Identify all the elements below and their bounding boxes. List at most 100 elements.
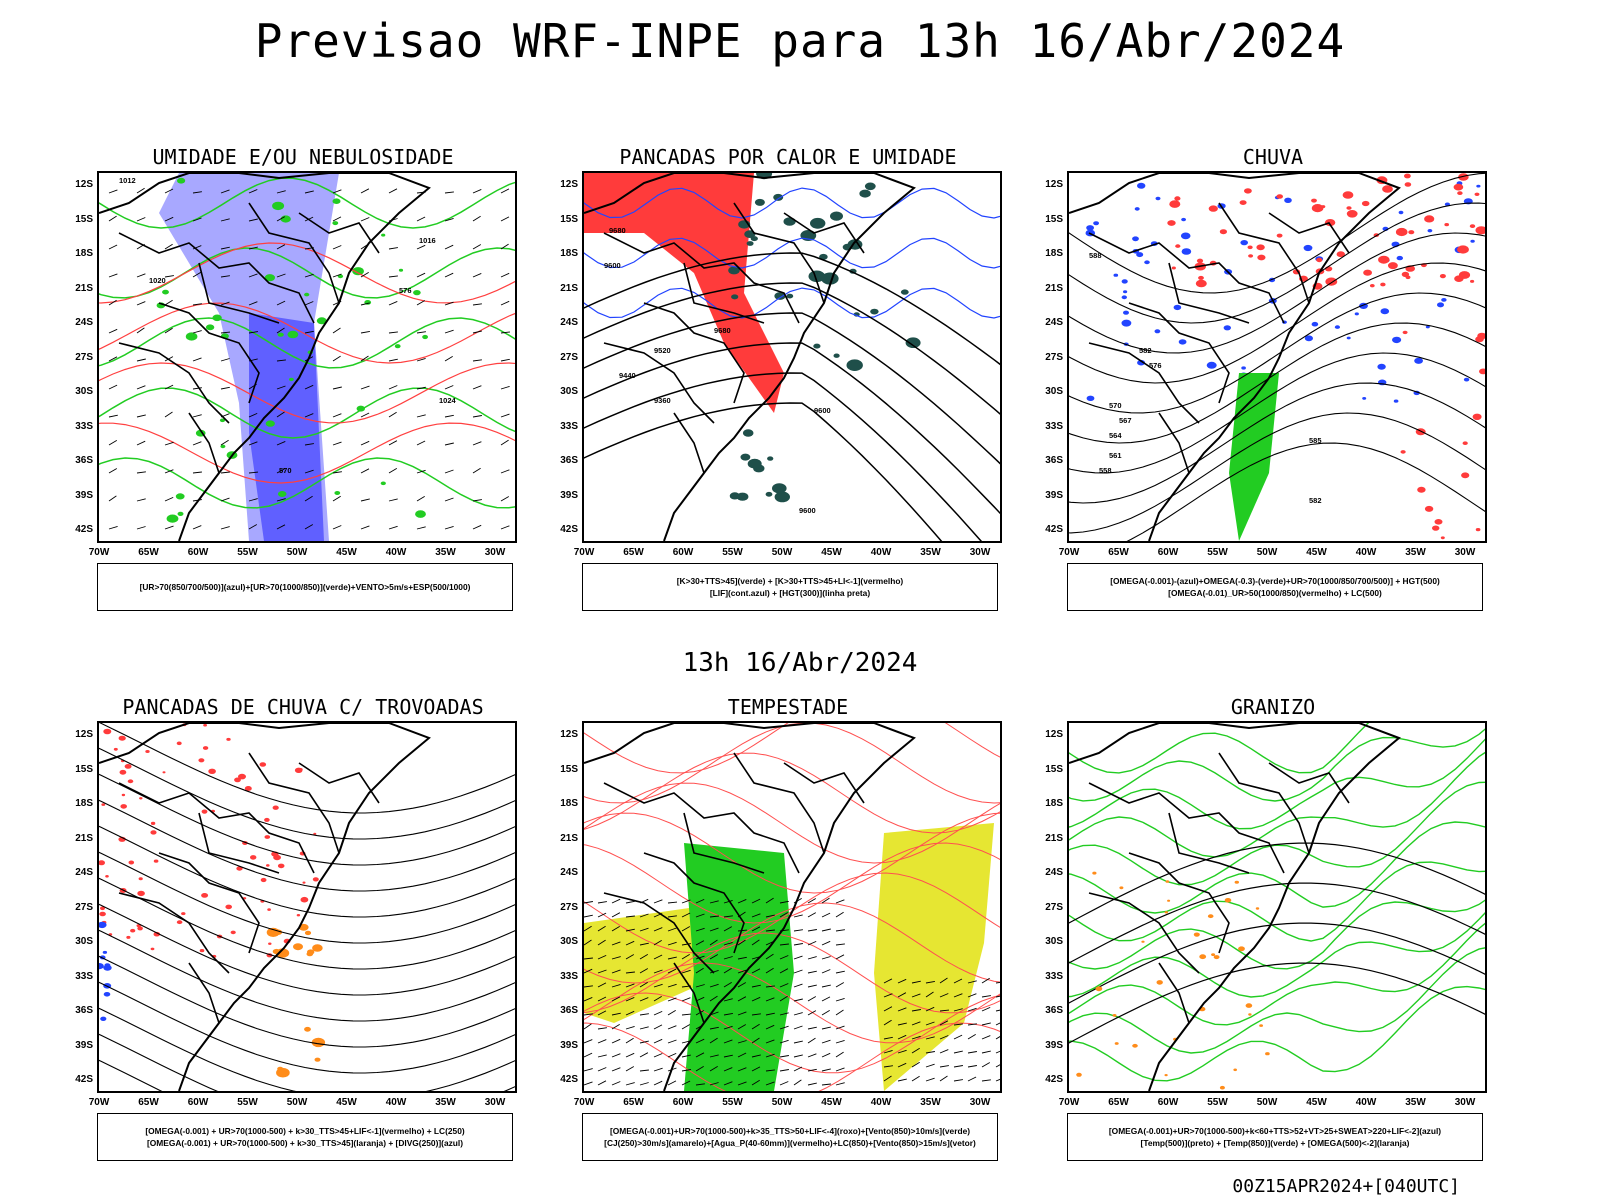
red-thunder-cell: [238, 773, 246, 780]
contour-label: 558: [1099, 466, 1112, 475]
temp500-black-contour: [1069, 962, 1485, 1044]
wind-vector: [597, 1067, 607, 1072]
wind-vector: [639, 913, 649, 918]
blue-omega-cell: [1392, 336, 1402, 344]
wind-vector: [625, 954, 635, 960]
lon-tick-label: 35W: [920, 1097, 941, 1108]
wind-vector: [821, 956, 831, 960]
wind-vector: [192, 357, 202, 362]
wind-vector: [835, 997, 845, 1002]
wind-vector: [653, 983, 663, 988]
country-border: [1218, 202, 1310, 304]
wind-vector: [653, 1010, 663, 1016]
wind-vector: [611, 969, 621, 974]
lon-tick-label: 55W: [722, 547, 743, 558]
wind-vector: [667, 1039, 677, 1044]
red-thunder-cell: [137, 926, 143, 931]
wind-vector: [723, 915, 733, 918]
wind-vector: [164, 441, 174, 446]
temp850-green-contour: [1069, 922, 1485, 1026]
wind-vector: [220, 386, 230, 390]
wind-vector: [136, 187, 145, 194]
country-border: [783, 212, 865, 254]
wind-vector: [793, 1079, 802, 1086]
panel-title: GRANIZO: [1230, 695, 1316, 719]
red-rain-cell: [1361, 200, 1370, 207]
wind-vector: [388, 331, 398, 334]
wind-vector: [584, 925, 592, 932]
green-humidity-cell: [277, 332, 284, 337]
wind-vector: [248, 412, 258, 418]
jet-yellow-area: [584, 903, 724, 1023]
wind-vector: [444, 525, 454, 530]
wind-vector: [639, 968, 649, 974]
wind-vector: [953, 978, 963, 984]
green-humidity-cell: [185, 332, 198, 341]
lon-tick-label: 40W: [385, 1097, 407, 1108]
lat-tick-label: 42S: [1045, 524, 1063, 535]
lon-tick-label: 40W: [1355, 1097, 1377, 1108]
red-rain-cell: [1475, 528, 1481, 532]
wind-vector: [653, 1053, 663, 1058]
wind-vector: [192, 217, 202, 222]
teal-cell: [765, 491, 773, 497]
red-thunder-cell: [105, 875, 109, 878]
teal-cell: [772, 483, 787, 494]
wind-vector: [444, 442, 454, 446]
red-thunder-cell: [150, 821, 156, 825]
orange-omega-cell: [1199, 954, 1207, 960]
wind-vector: [388, 468, 398, 474]
wind-vector: [248, 471, 259, 474]
lat-tick-label: 12S: [560, 179, 578, 190]
wind-vector: [108, 384, 118, 390]
red-rain-cell: [1405, 275, 1411, 280]
contour-label: 585: [1309, 436, 1322, 445]
valid-time-title: 13h 16/Abr/2024: [682, 648, 918, 678]
lat-tick-label: 33S: [560, 420, 578, 432]
temp850-green-contour: [1069, 738, 1485, 830]
wind-vector: [807, 956, 817, 960]
lon-tick-label: 65W: [1108, 1097, 1129, 1108]
lat-tick-label: 39S: [560, 1039, 578, 1051]
temp850-green-contour: [1069, 985, 1485, 1082]
orange-omega-cell: [1207, 914, 1214, 919]
wind-vector: [883, 978, 893, 984]
wind-vector: [276, 524, 286, 530]
country-border: [248, 752, 340, 854]
blue-omega-cell: [1304, 335, 1313, 342]
temp850-green-contour: [1069, 751, 1485, 858]
blue-omega-cell: [1334, 325, 1340, 329]
legend-box: [OMEGA(-0.001)+UR>70(1000-500)+k<60+TTS>…: [1067, 1113, 1483, 1161]
wind-vector: [276, 359, 286, 362]
pwat-red-contour: [584, 782, 1000, 864]
teal-cell: [870, 308, 879, 315]
hgt500-contour: [1069, 232, 1485, 354]
streamline: [99, 1059, 163, 1091]
wind-vector: [444, 385, 454, 390]
wind-vector: [332, 525, 342, 530]
contour-label: 9600: [799, 506, 816, 515]
wind-vector: [765, 1024, 775, 1030]
lat-tick-label: 15S: [75, 763, 93, 775]
hgt300-contour: [584, 342, 1000, 515]
red-rain-cell: [1311, 198, 1317, 203]
wind-vector: [500, 243, 509, 250]
orange-thunder-cell: [293, 943, 303, 951]
wind-vector: [332, 245, 342, 250]
country-border: [248, 202, 340, 304]
wind-vector: [695, 967, 704, 974]
orange-omega-cell: [1112, 1014, 1117, 1017]
wind-vector: [248, 331, 258, 334]
wind-vector: [695, 1052, 705, 1058]
red-rain-cell: [1325, 277, 1338, 286]
lon-tick-label: 65W: [1108, 547, 1129, 558]
wind-vector: [639, 997, 649, 1002]
teal-cell: [859, 189, 871, 198]
wind-vector: [723, 1067, 733, 1072]
orange-omega-cell: [1132, 1043, 1138, 1048]
wind-vector: [192, 272, 201, 278]
wind-vector: [248, 498, 258, 502]
wind-vector: [897, 1062, 907, 1068]
wind-vector: [695, 940, 705, 946]
streamline: [99, 799, 515, 892]
